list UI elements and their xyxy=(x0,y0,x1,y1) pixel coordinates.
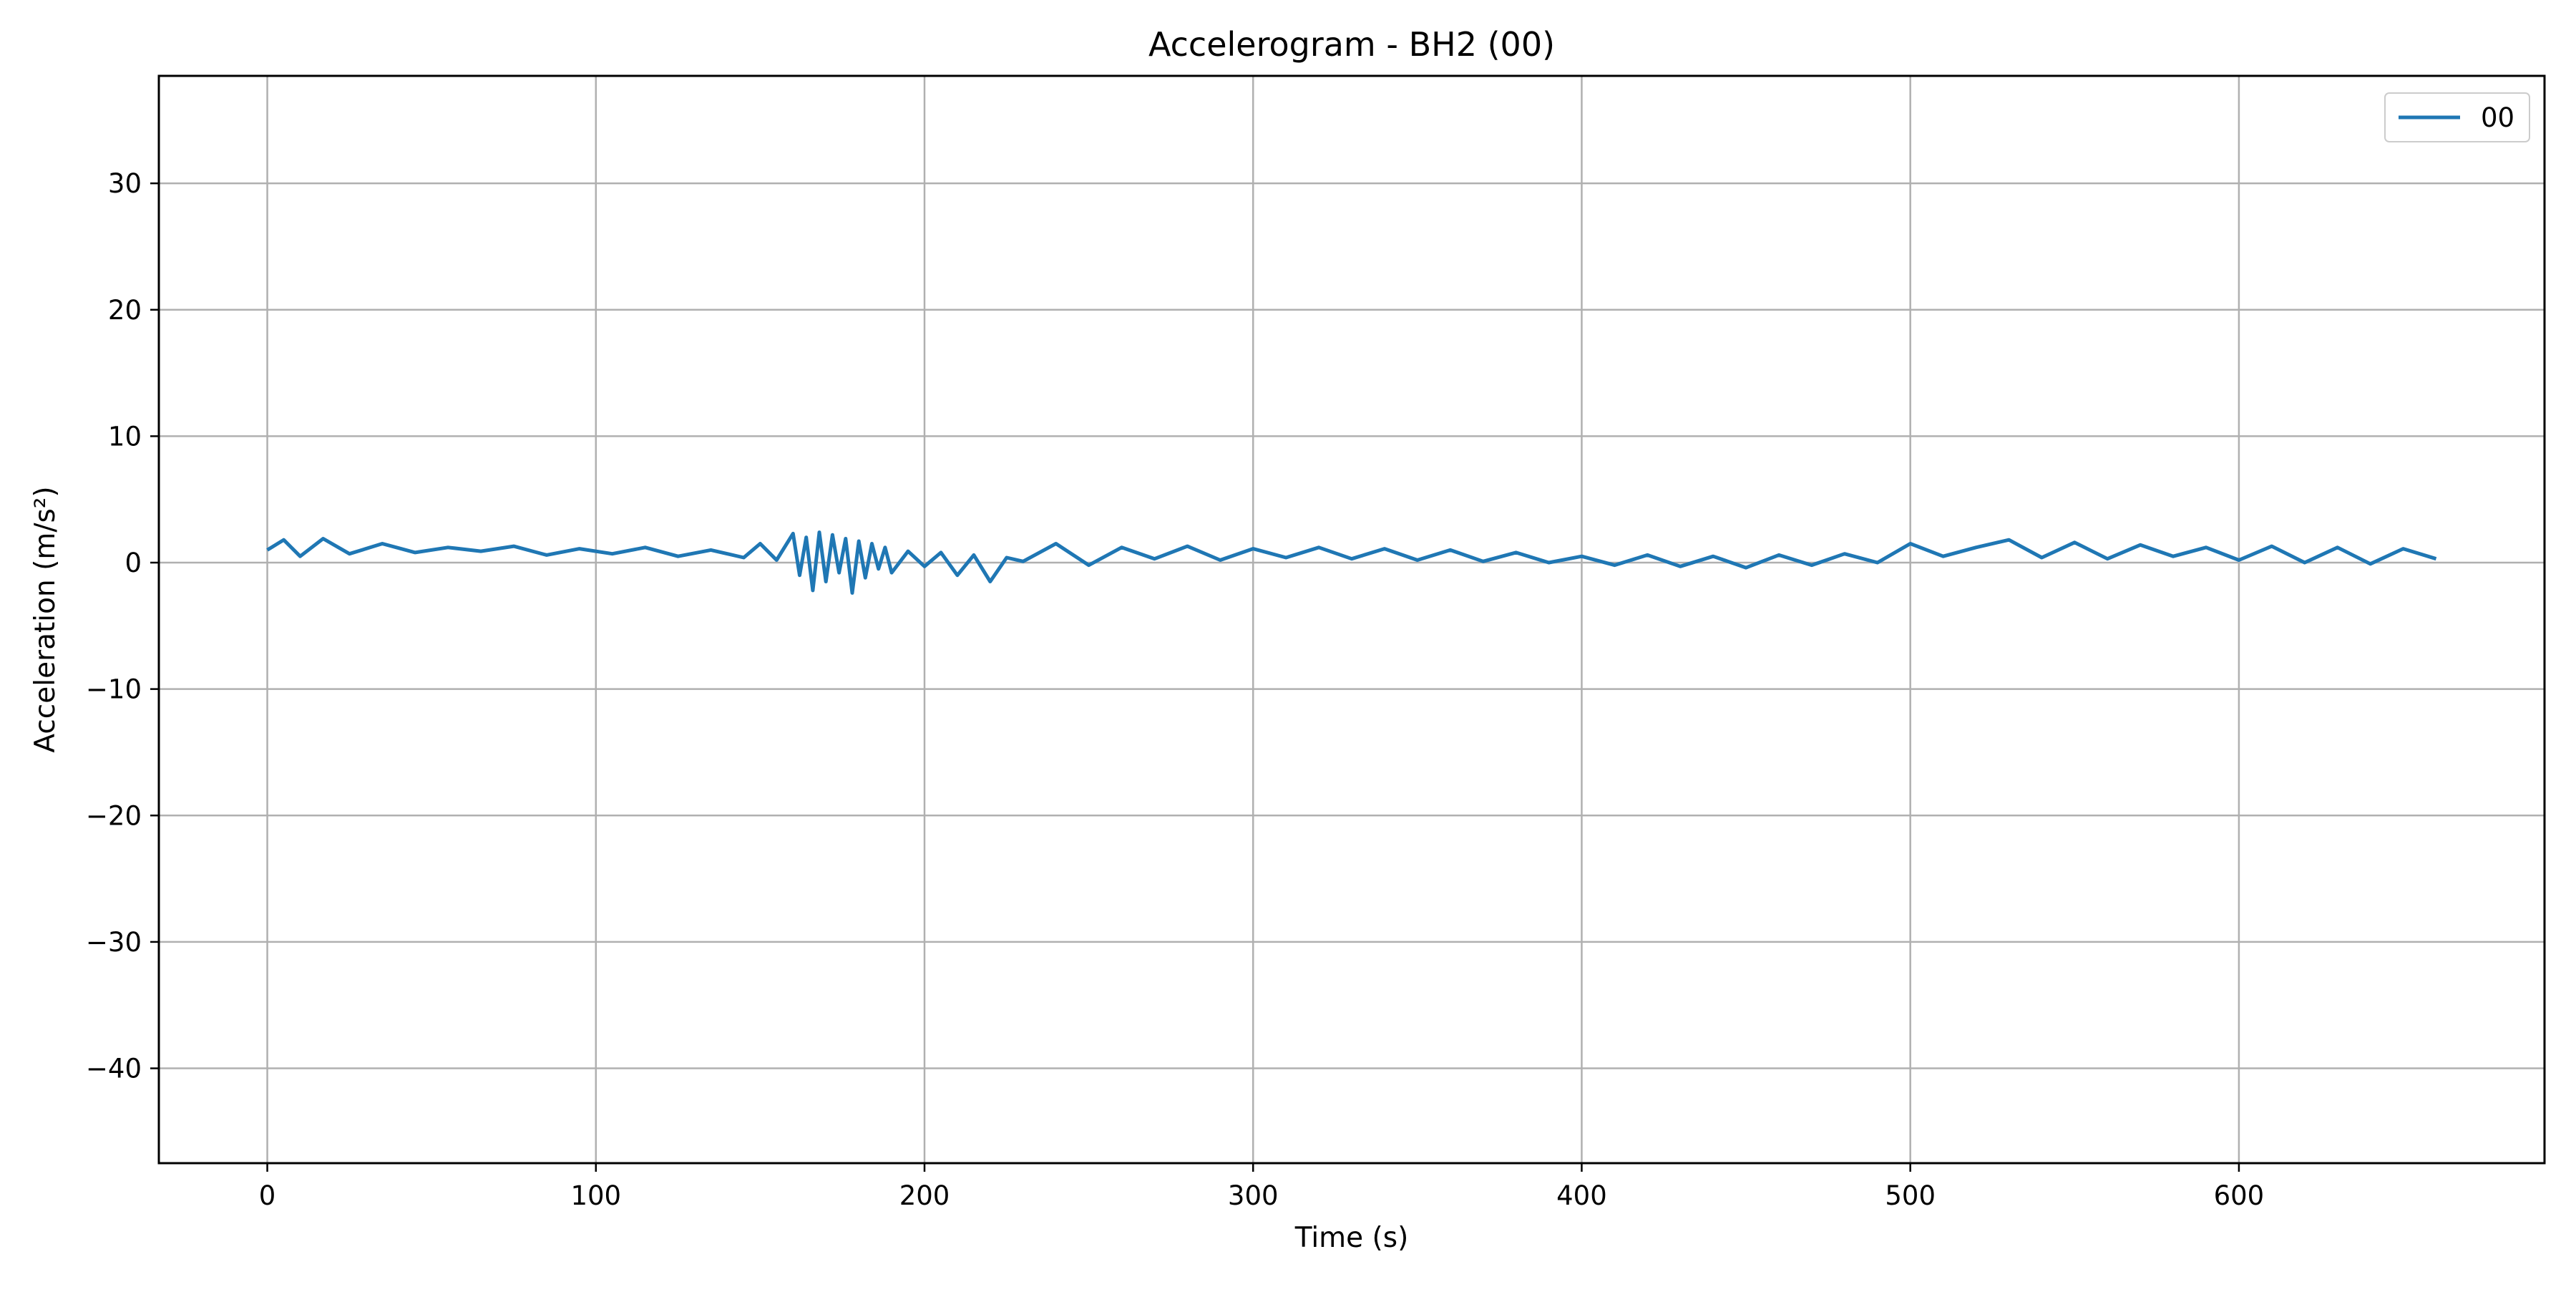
series-line-00 xyxy=(266,530,2437,595)
legend: 00 xyxy=(2384,92,2530,142)
y-tick-label: 30 xyxy=(108,168,142,199)
plot-frame xyxy=(157,74,2546,1165)
y-tick-label: −20 xyxy=(86,800,142,831)
y-tick-label: −10 xyxy=(86,674,142,705)
series-layer xyxy=(266,530,2437,595)
y-tick-label: 10 xyxy=(108,421,142,452)
x-tick-label: 500 xyxy=(1885,1180,1936,1211)
x-tick-label: 400 xyxy=(1556,1180,1607,1211)
legend-label: 00 xyxy=(2481,102,2514,133)
y-tick-label: 20 xyxy=(108,295,142,326)
grid xyxy=(159,76,2545,1163)
y-tick-label: 0 xyxy=(125,548,142,578)
x-axis-title: Time (s) xyxy=(1294,1222,1409,1254)
y-tick-label: −40 xyxy=(86,1054,142,1084)
x-tick-label: 0 xyxy=(259,1180,276,1211)
x-tick-label: 100 xyxy=(570,1180,621,1211)
chart-title: Accelerogram - BH2 (00) xyxy=(1148,25,1555,64)
ticks: 0 100 200 300 400 500 600 −40 −30 −20 −10 0 10 20 30 xyxy=(86,168,2264,1211)
y-tick-label: −30 xyxy=(86,927,142,958)
x-tick-label: 300 xyxy=(1228,1180,1279,1211)
x-tick-label: 200 xyxy=(899,1180,950,1211)
y-axis-title: Acceleration (m/s²) xyxy=(29,486,62,752)
x-tick-label: 600 xyxy=(2214,1180,2265,1211)
